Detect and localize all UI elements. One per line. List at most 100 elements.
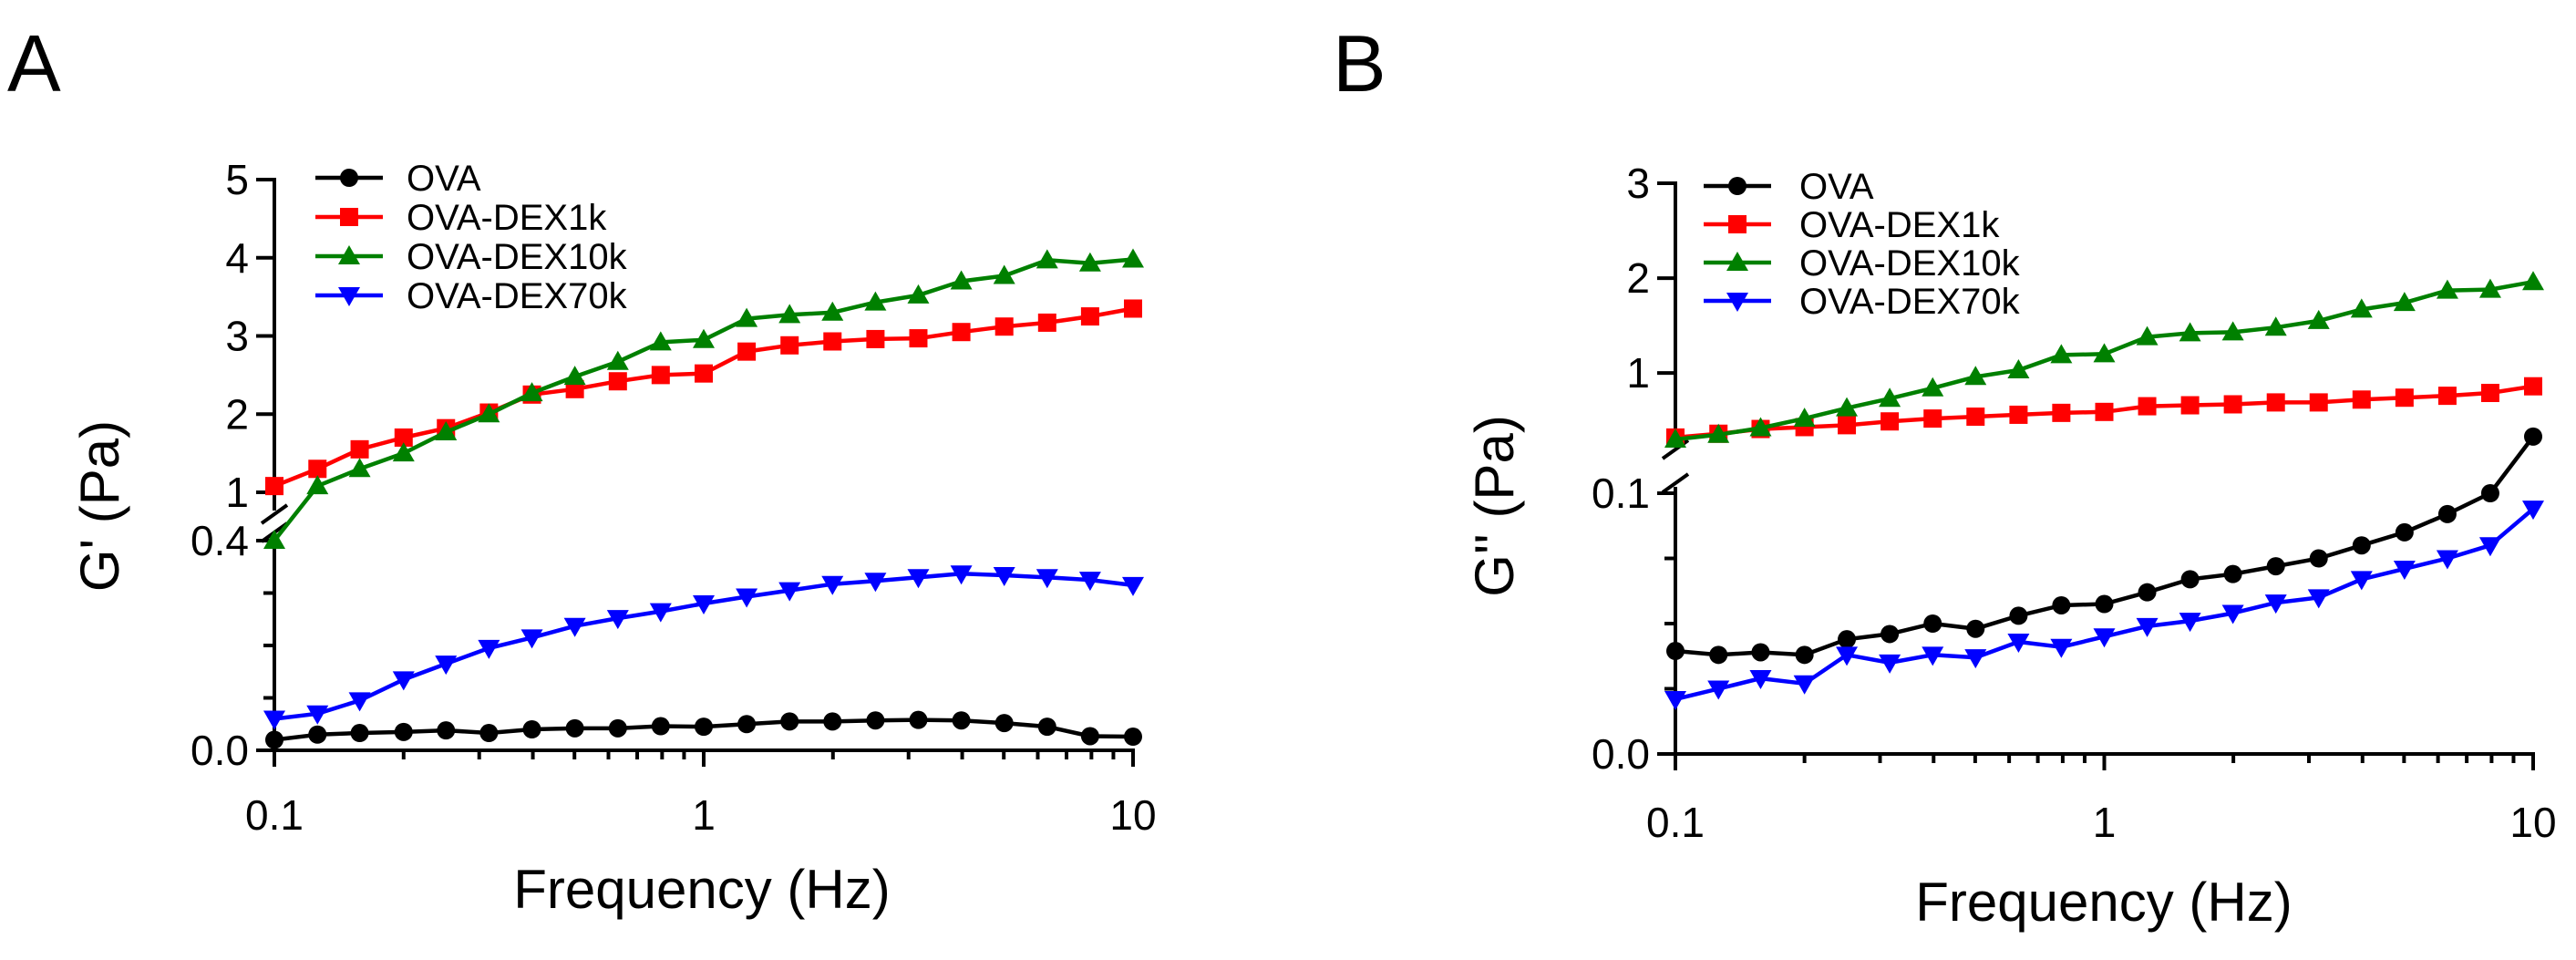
legend-label: OVA [1799, 167, 1874, 207]
data-point [952, 323, 971, 342]
data-point [563, 617, 586, 637]
x-axis-title-b: Frequency (Hz) [1915, 872, 2292, 933]
data-point [2437, 504, 2457, 523]
x-tick-label: 1 [692, 791, 716, 839]
data-point [1966, 408, 1985, 427]
data-point [907, 284, 930, 304]
y-axis-title-a: G' (Pa) [69, 420, 130, 592]
legend-label: OVA-DEX10k [1799, 243, 2021, 284]
series-ova-dex10k [263, 248, 1144, 549]
legend-entry: OVA [1704, 167, 1874, 207]
data-point [479, 724, 499, 743]
legend-marker [340, 208, 358, 226]
data-point [2309, 549, 2328, 568]
legend-label: OVA-DEX70k [407, 276, 628, 316]
data-point [737, 715, 757, 734]
data-point [1080, 307, 1099, 326]
legend-label: OVA-DEX70k [1799, 282, 2021, 322]
data-point [651, 366, 670, 385]
legend-label: OVA-DEX1k [1799, 205, 2000, 245]
data-point [1923, 614, 1942, 633]
data-point [1036, 249, 1058, 269]
legend-marker [338, 245, 360, 264]
data-point [1966, 619, 1985, 638]
data-point [1078, 252, 1101, 272]
data-point [1124, 728, 1142, 747]
legend-marker [1726, 252, 1748, 271]
data-point [993, 566, 1015, 586]
data-point [736, 307, 758, 327]
data-point [478, 639, 500, 659]
data-point [1749, 417, 1772, 437]
data-point [864, 291, 887, 311]
data-point [2180, 570, 2200, 589]
y-axis-title-b: G'' (Pa) [1464, 415, 1525, 597]
y-tick-label: 3 [1626, 160, 1650, 207]
data-point [866, 711, 885, 730]
data-point [350, 439, 369, 459]
data-point [695, 717, 713, 737]
data-point [821, 301, 844, 321]
data-point [1880, 412, 1900, 431]
legend-entry: OVA-DEX10k [315, 237, 628, 277]
data-point [308, 459, 327, 479]
series-line [273, 257, 1134, 542]
data-point [1124, 299, 1142, 318]
series-ova-dex70k [1664, 501, 2544, 710]
axis-break-mark [260, 503, 289, 525]
legend-entry: OVA-DEX70k [315, 276, 628, 316]
data-point [651, 717, 670, 736]
legend-entry: OVA-DEX1k [315, 198, 607, 238]
data-point [2264, 594, 2287, 614]
data-point [2136, 617, 2159, 637]
data-point [994, 317, 1014, 336]
y-tick-label: 1 [225, 469, 249, 516]
x-tick-label: 1 [2093, 799, 2117, 846]
panel-a: A G' (Pa) Frequency (Hz) 0.1 1 10123450.00… [7, 18, 1157, 920]
data-point [435, 655, 458, 676]
legend-marker [340, 169, 358, 187]
data-point [2436, 279, 2458, 299]
data-point [1122, 576, 1144, 596]
data-point [2522, 501, 2544, 521]
data-point [2480, 384, 2499, 403]
data-point [2307, 589, 2330, 609]
data-point [522, 720, 541, 738]
data-point [866, 329, 885, 348]
data-point [348, 458, 371, 478]
data-point [435, 420, 458, 440]
data-point [606, 350, 629, 370]
data-point [1036, 569, 1058, 589]
data-point [1080, 727, 1099, 746]
legend-entry: OVA [315, 159, 481, 199]
data-point [1879, 387, 1901, 408]
data-point [2138, 583, 2157, 602]
series-ova [265, 710, 1142, 749]
series-ova-dex1k [265, 299, 1142, 496]
axis-break-mark [1661, 472, 1690, 494]
data-point [1923, 409, 1942, 428]
series-layer-a [263, 248, 1144, 749]
data-point [1707, 423, 1730, 443]
data-point [2050, 638, 2073, 658]
legend-marker [1728, 177, 1747, 195]
data-point [520, 629, 543, 649]
x-tick-label: 0.1 [245, 791, 304, 839]
data-point [2478, 278, 2501, 298]
data-point [1664, 428, 1686, 448]
data-point [520, 382, 543, 402]
data-point [1922, 646, 1944, 666]
data-point [1037, 313, 1056, 332]
data-point [608, 718, 627, 738]
data-point [263, 530, 285, 549]
data-point [2352, 536, 2371, 555]
data-point [265, 730, 283, 749]
x-axis-title-a: Frequency (Hz) [513, 859, 890, 920]
data-point [2266, 393, 2285, 412]
data-point [565, 718, 584, 738]
y-tick-label: 0.0 [1592, 730, 1650, 778]
data-point [563, 366, 586, 386]
data-point [2352, 390, 2371, 409]
data-point [2350, 571, 2373, 591]
data-point [606, 610, 629, 630]
